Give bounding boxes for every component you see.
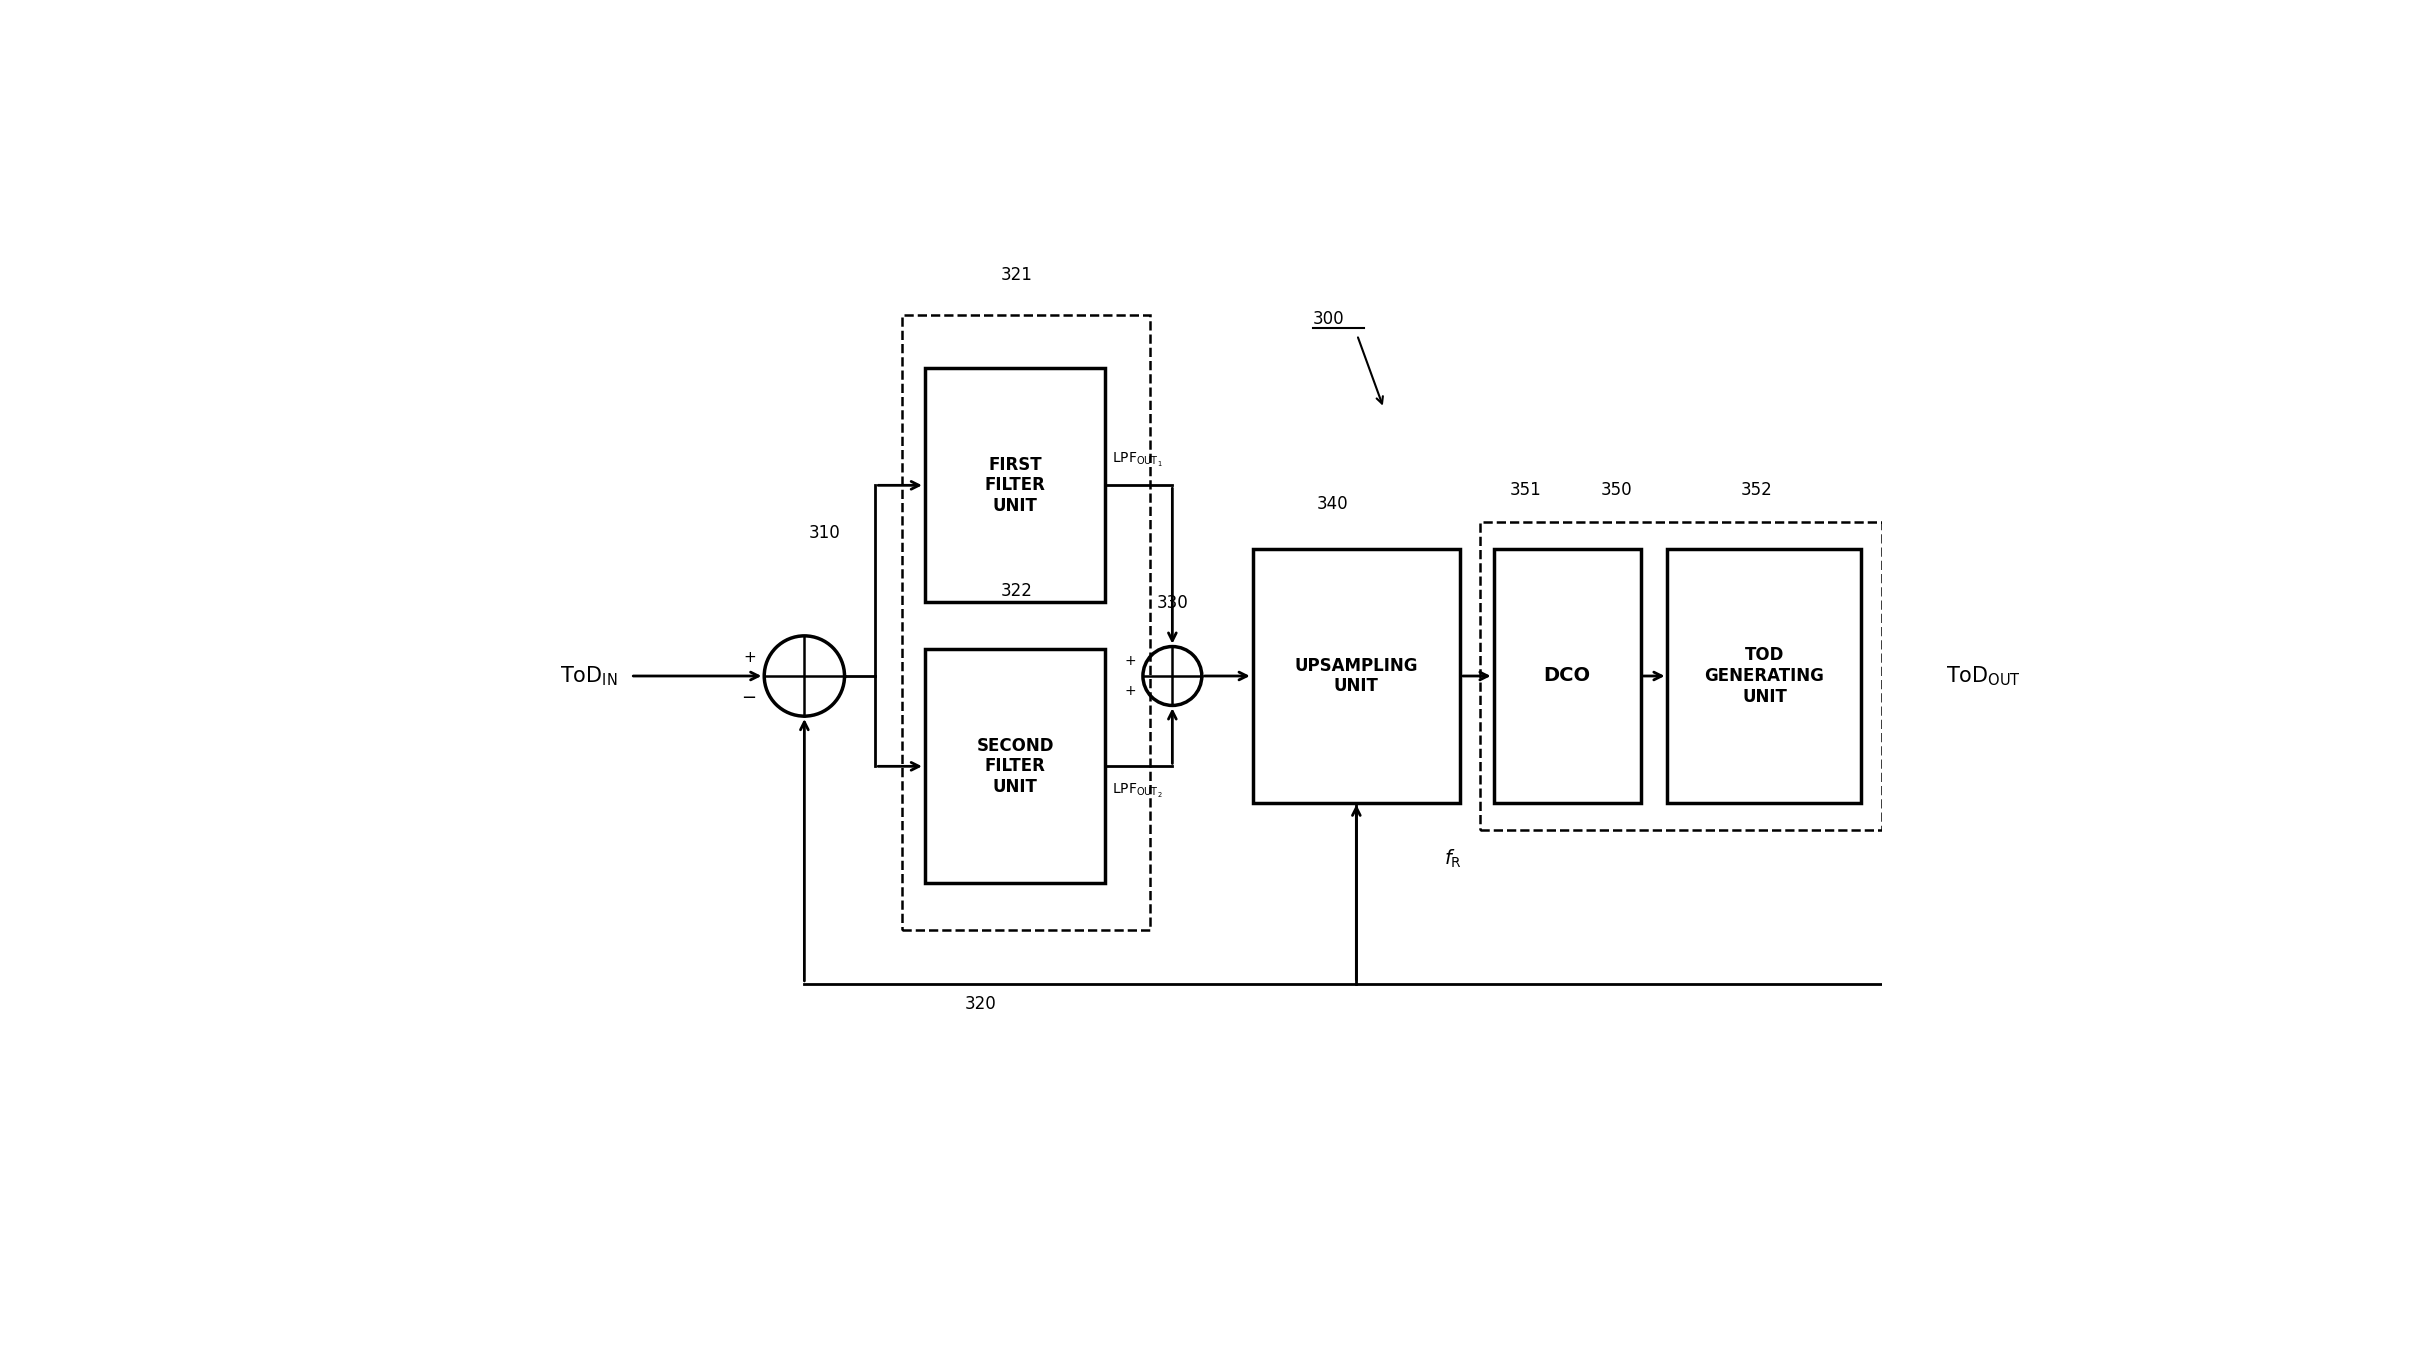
Text: 340: 340 [1317,495,1348,512]
FancyBboxPatch shape [1254,549,1460,803]
FancyBboxPatch shape [902,315,1149,930]
Text: TOD
GENERATING
UNIT: TOD GENERATING UNIT [1705,646,1824,706]
Text: 320: 320 [965,995,997,1013]
FancyBboxPatch shape [924,368,1106,603]
FancyBboxPatch shape [1668,549,1862,803]
Text: +: + [1125,654,1137,668]
Text: +: + [1125,684,1137,698]
Text: $\mathrm{LPF}_{\mathrm{OUT_2}}$: $\mathrm{LPF}_{\mathrm{OUT_2}}$ [1113,783,1162,800]
FancyBboxPatch shape [924,649,1106,883]
Text: FIRST
FILTER
UNIT: FIRST FILTER UNIT [985,456,1045,515]
Text: $f_{\mathrm{R}}$: $f_{\mathrm{R}}$ [1445,848,1462,871]
Text: 310: 310 [808,525,839,542]
Text: DCO: DCO [1545,667,1591,685]
FancyBboxPatch shape [1479,522,1882,830]
Text: 351: 351 [1508,481,1542,499]
Text: 330: 330 [1157,594,1188,611]
Text: $\mathrm{ToD}_{\mathrm{IN}}$: $\mathrm{ToD}_{\mathrm{IN}}$ [560,664,616,688]
Text: 322: 322 [1002,581,1033,600]
Text: UPSAMPLING
UNIT: UPSAMPLING UNIT [1295,657,1419,695]
Text: 300: 300 [1312,310,1343,329]
Text: 321: 321 [1002,266,1033,284]
Text: $\mathrm{LPF}_{\mathrm{OUT_1}}$: $\mathrm{LPF}_{\mathrm{OUT_1}}$ [1113,452,1162,469]
Text: −: − [742,690,757,707]
Text: $\mathrm{ToD}_{\mathrm{OUT}}$: $\mathrm{ToD}_{\mathrm{OUT}}$ [1945,664,2020,688]
FancyBboxPatch shape [1494,549,1642,803]
Text: +: + [744,650,757,665]
Text: 352: 352 [1741,481,1773,499]
Text: 350: 350 [1600,481,1632,499]
Text: SECOND
FILTER
UNIT: SECOND FILTER UNIT [977,737,1055,796]
